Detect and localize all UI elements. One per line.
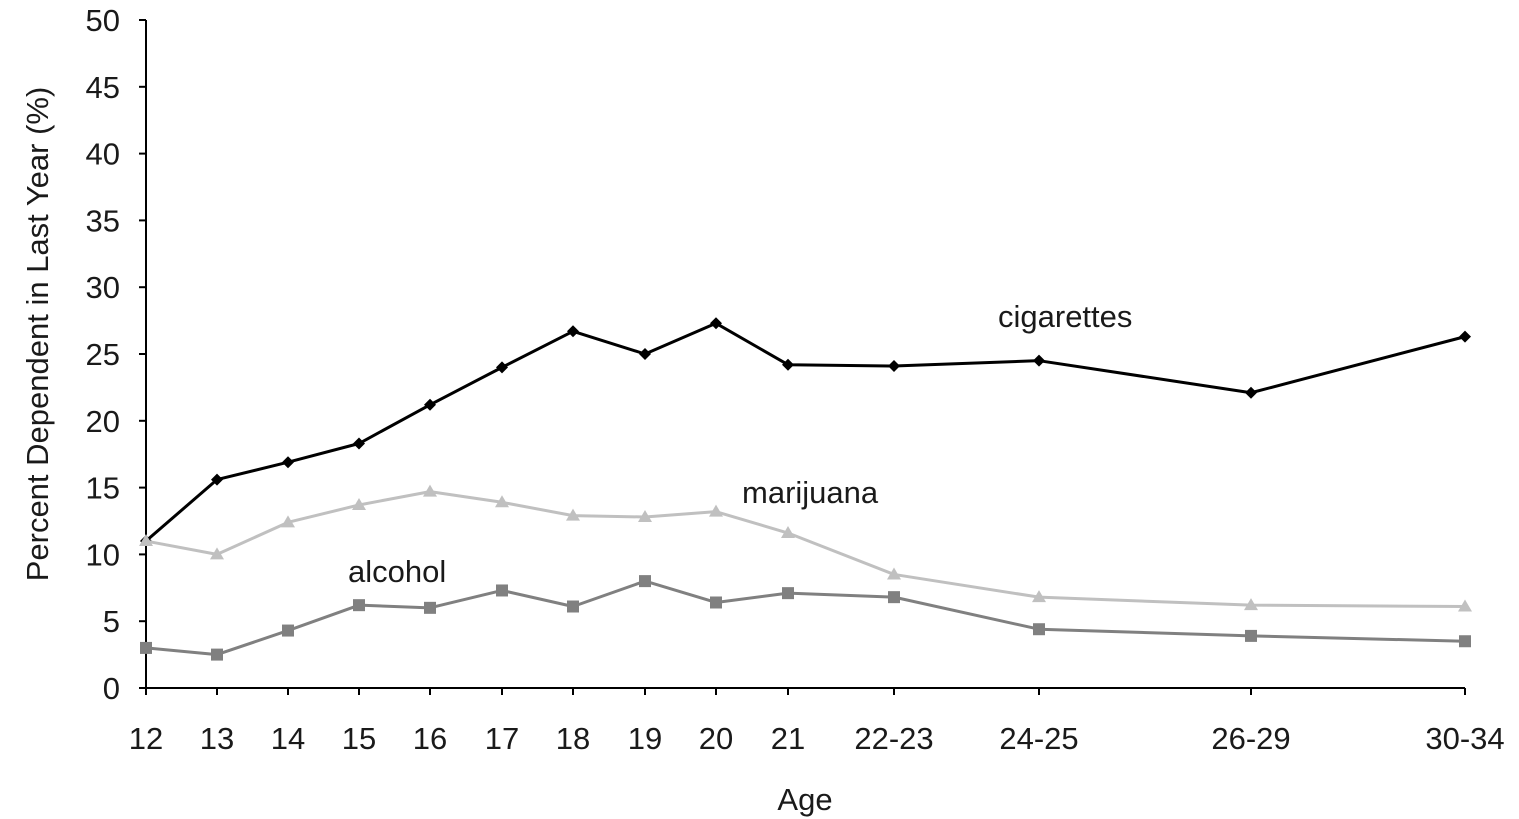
data-point-alcohol bbox=[282, 624, 294, 637]
x-tick-label: 16 bbox=[413, 721, 447, 756]
data-point-cigarettes bbox=[424, 398, 436, 411]
data-point-alcohol bbox=[424, 601, 436, 614]
y-tick-label: 20 bbox=[86, 404, 120, 439]
x-tick-label: 18 bbox=[556, 721, 590, 756]
data-point-alcohol bbox=[353, 599, 365, 612]
x-tick-label: 21 bbox=[771, 721, 805, 756]
data-point-alcohol bbox=[1033, 623, 1045, 636]
data-point-marijuana bbox=[1244, 598, 1258, 611]
data-point-marijuana bbox=[566, 508, 580, 521]
y-tick-label: 0 bbox=[103, 671, 120, 706]
y-tick-label: 45 bbox=[86, 70, 120, 105]
data-point-cigarettes bbox=[211, 473, 223, 486]
data-point-alcohol bbox=[1245, 629, 1257, 642]
x-tick-label: 26-29 bbox=[1211, 721, 1290, 756]
data-point-alcohol bbox=[1459, 635, 1471, 648]
series-line-marijuana bbox=[145, 490, 1466, 609]
data-point-alcohol bbox=[782, 587, 794, 600]
data-point-marijuana bbox=[638, 509, 652, 522]
x-axis-ticks: 12 13 14 15 16 17 18 19 20 21 22-23 24-25 26-29 30-34 bbox=[129, 688, 1505, 756]
data-point-alcohol bbox=[496, 584, 508, 597]
series-line-alcohol bbox=[145, 579, 1466, 657]
x-tick-label: 20 bbox=[699, 721, 733, 756]
data-point-cigarettes bbox=[710, 317, 722, 330]
series-label-cigarettes: cigarettes bbox=[998, 299, 1132, 334]
data-point-cigarettes bbox=[353, 437, 365, 450]
x-tick-label: 14 bbox=[271, 721, 305, 756]
data-point-marijuana bbox=[139, 534, 153, 547]
data-point-marijuana bbox=[352, 497, 366, 510]
data-point-alcohol bbox=[211, 648, 223, 661]
y-tick-label: 40 bbox=[86, 137, 120, 172]
data-point-marijuana bbox=[1458, 599, 1472, 612]
series-marijuana bbox=[139, 484, 1472, 612]
series-line-cigarettes bbox=[145, 321, 1466, 543]
y-tick-label: 25 bbox=[86, 337, 120, 372]
x-tick-label: 17 bbox=[485, 721, 519, 756]
x-tick-label: 22-23 bbox=[854, 721, 933, 756]
data-point-marijuana bbox=[709, 504, 723, 517]
data-point-cigarettes bbox=[639, 348, 651, 360]
series-cigarettes bbox=[140, 317, 1471, 548]
data-point-cigarettes bbox=[282, 456, 294, 469]
data-point-marijuana bbox=[281, 515, 295, 528]
data-point-alcohol bbox=[710, 596, 722, 609]
series-label-alcohol: alcohol bbox=[348, 554, 446, 589]
y-axis-title: Percent Dependent in Last Year (%) bbox=[20, 87, 55, 582]
y-tick-label: 5 bbox=[103, 604, 120, 639]
x-tick-label: 30-34 bbox=[1425, 721, 1504, 756]
x-axis-title: Age bbox=[777, 782, 832, 817]
series-alcohol bbox=[140, 575, 1471, 661]
x-tick-label: 15 bbox=[342, 721, 376, 756]
data-point-cigarettes bbox=[567, 325, 579, 338]
y-tick-label: 10 bbox=[86, 537, 120, 572]
data-point-alcohol bbox=[639, 575, 651, 588]
series-layer bbox=[139, 317, 1472, 661]
y-tick-label: 50 bbox=[86, 3, 120, 38]
data-point-marijuana bbox=[210, 547, 224, 560]
x-tick-label: 13 bbox=[200, 721, 234, 756]
data-point-cigarettes bbox=[1033, 354, 1045, 367]
x-tick-label: 19 bbox=[628, 721, 662, 756]
series-label-marijuana: marijuana bbox=[742, 475, 879, 510]
data-point-cigarettes bbox=[1245, 386, 1257, 399]
data-point-marijuana bbox=[495, 495, 509, 508]
data-point-marijuana bbox=[1032, 590, 1046, 603]
y-tick-label: 15 bbox=[86, 471, 120, 506]
y-axis-ticks: 0 5 10 15 20 25 30 35 40 45 50 bbox=[86, 3, 146, 706]
data-point-marijuana bbox=[887, 567, 901, 580]
x-tick-label: 12 bbox=[129, 721, 163, 756]
x-tick-label: 24-25 bbox=[999, 721, 1078, 756]
data-point-alcohol bbox=[567, 600, 579, 613]
data-point-marijuana bbox=[423, 484, 437, 497]
data-point-alcohol bbox=[140, 641, 152, 654]
data-point-cigarettes bbox=[782, 358, 794, 371]
data-point-cigarettes bbox=[496, 361, 508, 374]
data-point-cigarettes bbox=[888, 360, 900, 373]
y-tick-label: 35 bbox=[86, 203, 120, 238]
data-point-marijuana bbox=[781, 526, 795, 539]
y-tick-label: 30 bbox=[86, 270, 120, 305]
data-point-alcohol bbox=[888, 591, 900, 604]
data-point-cigarettes bbox=[1459, 330, 1471, 343]
